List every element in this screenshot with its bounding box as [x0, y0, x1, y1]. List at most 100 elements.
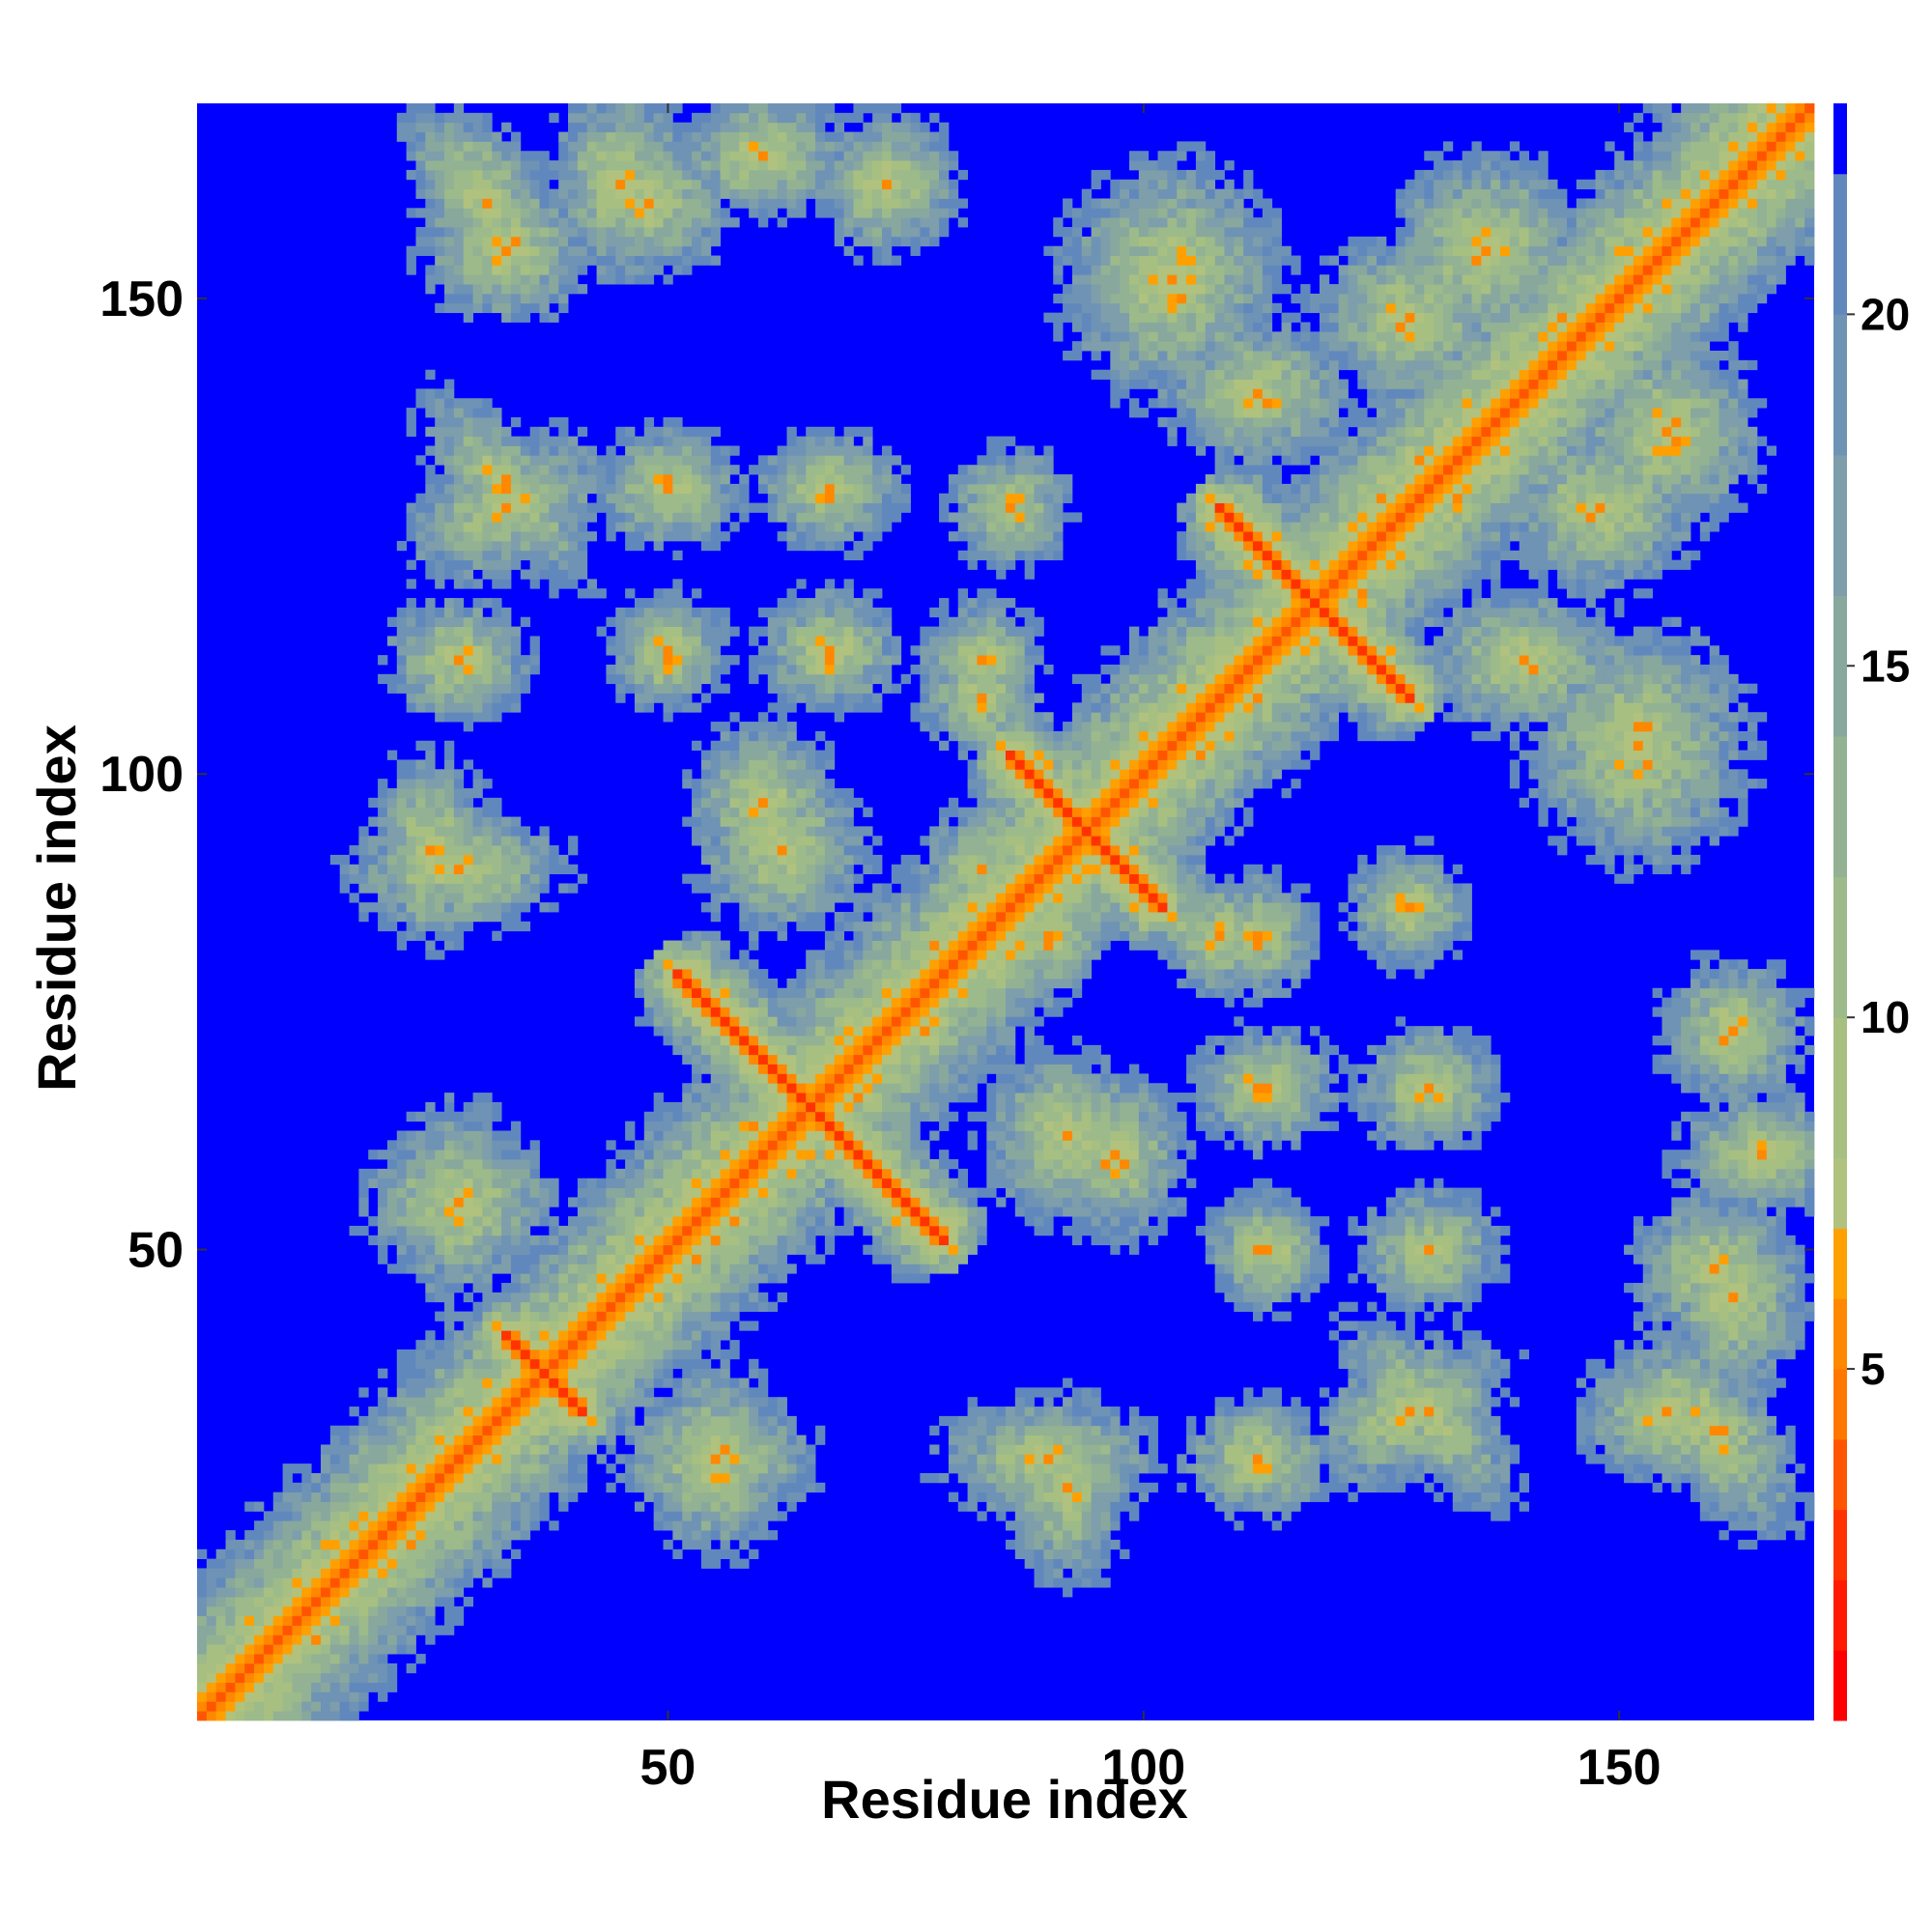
heatmap-cell [749, 1140, 759, 1151]
heatmap-cell [739, 474, 750, 485]
heatmap-cell [215, 1625, 226, 1635]
heatmap-cell [757, 893, 769, 903]
heatmap-cell [282, 1625, 293, 1635]
heatmap-cell [386, 836, 398, 846]
heatmap-cell [720, 1178, 730, 1188]
heatmap-cell [549, 1235, 559, 1246]
heatmap-cell [692, 1349, 702, 1360]
heatmap-cell [682, 1159, 693, 1170]
heatmap-cell [378, 1406, 388, 1417]
heatmap-cell [568, 455, 579, 466]
heatmap-cell [435, 1425, 445, 1435]
heatmap-cell [577, 265, 588, 275]
heatmap-cell [396, 769, 408, 780]
heatmap-cell [615, 1387, 626, 1398]
heatmap-cell [577, 122, 588, 132]
heatmap-cell [406, 864, 416, 875]
heatmap-cell [692, 502, 702, 513]
heatmap-cell [415, 502, 426, 513]
heatmap-cell [510, 245, 522, 256]
heatmap-cell [568, 1330, 579, 1341]
heatmap-cell [378, 845, 388, 856]
heatmap-cell [520, 1292, 531, 1303]
heatmap-cell [425, 921, 436, 932]
heatmap-cell [368, 1596, 379, 1607]
heatmap-cell [700, 1111, 712, 1122]
heatmap-cell [378, 883, 388, 894]
heatmap-cell [444, 1625, 455, 1635]
heatmap-cell [625, 1150, 636, 1160]
heatmap-cell [720, 1454, 730, 1464]
heatmap-cell [596, 1178, 607, 1188]
heatmap-cell [529, 522, 540, 532]
heatmap-cell [777, 1273, 787, 1284]
heatmap-cell [710, 1472, 721, 1484]
heatmap-cell [606, 112, 616, 124]
heatmap-cell [757, 1425, 769, 1435]
heatmap-cell [672, 1472, 683, 1484]
heatmap-cell [558, 455, 569, 466]
heatmap-cell [786, 997, 797, 1008]
heatmap-cell [672, 1492, 683, 1502]
heatmap-cell [700, 1530, 712, 1541]
heatmap-cell [777, 1254, 787, 1264]
heatmap-cell [663, 1511, 673, 1521]
heatmap-cell [529, 579, 540, 589]
heatmap-cell [739, 950, 750, 960]
heatmap-cell [435, 1397, 445, 1407]
heatmap-cell [444, 160, 455, 171]
heatmap-cell [472, 1548, 483, 1559]
heatmap-cell [206, 1634, 217, 1645]
heatmap-cell [700, 474, 712, 485]
heatmap-cell [720, 1073, 730, 1084]
heatmap-cell [577, 569, 588, 580]
heatmap-cell [415, 664, 426, 675]
heatmap-cell [539, 1415, 550, 1427]
heatmap-cell [643, 1283, 655, 1293]
heatmap-cell [501, 1397, 512, 1407]
heatmap-cell [663, 522, 673, 532]
heatmap-cell [453, 1472, 465, 1484]
heatmap-cell [435, 873, 445, 884]
heatmap-cell [777, 169, 787, 181]
heatmap-cell [739, 1444, 750, 1455]
heatmap-cell [529, 1387, 540, 1398]
heatmap-cell [415, 1358, 426, 1370]
heatmap-cell [386, 1168, 398, 1179]
heatmap-cell [463, 569, 473, 580]
heatmap-cell [663, 969, 673, 980]
heatmap-cell [272, 1634, 284, 1645]
heatmap-cell [739, 122, 750, 132]
heatmap-cell [378, 1254, 388, 1264]
heatmap-cell [700, 151, 712, 161]
heatmap-cell [710, 1101, 721, 1113]
heatmap-cell [700, 1321, 712, 1331]
heatmap-cell [558, 854, 569, 866]
heatmap-cell [749, 1244, 759, 1255]
heatmap-cell [444, 912, 455, 923]
heatmap-cell [435, 1121, 445, 1131]
heatmap-cell [406, 1150, 416, 1160]
heatmap-cell [520, 683, 531, 694]
heatmap-cell [653, 1511, 664, 1521]
heatmap-cell [739, 1150, 750, 1160]
heatmap-cell [529, 255, 540, 266]
heatmap-cell [425, 1378, 436, 1388]
heatmap-cell [749, 1216, 759, 1227]
heatmap-cell [606, 1140, 616, 1151]
heatmap-cell [786, 683, 797, 694]
heatmap-cell [463, 1273, 473, 1284]
heatmap-cell [596, 1283, 607, 1293]
heatmap-cell [386, 1644, 398, 1655]
heatmap-cell [425, 826, 436, 837]
heatmap-cell [710, 1073, 721, 1084]
heatmap-cell [425, 1415, 436, 1427]
heatmap-cell [625, 112, 636, 124]
heatmap-cell [292, 1644, 302, 1655]
heatmap-cell [643, 1235, 655, 1246]
heatmap-cell [415, 645, 426, 656]
heatmap-cell [549, 1435, 559, 1445]
heatmap-cell [235, 1587, 245, 1598]
heatmap-cell [815, 1482, 826, 1493]
heatmap-cell [777, 445, 787, 456]
